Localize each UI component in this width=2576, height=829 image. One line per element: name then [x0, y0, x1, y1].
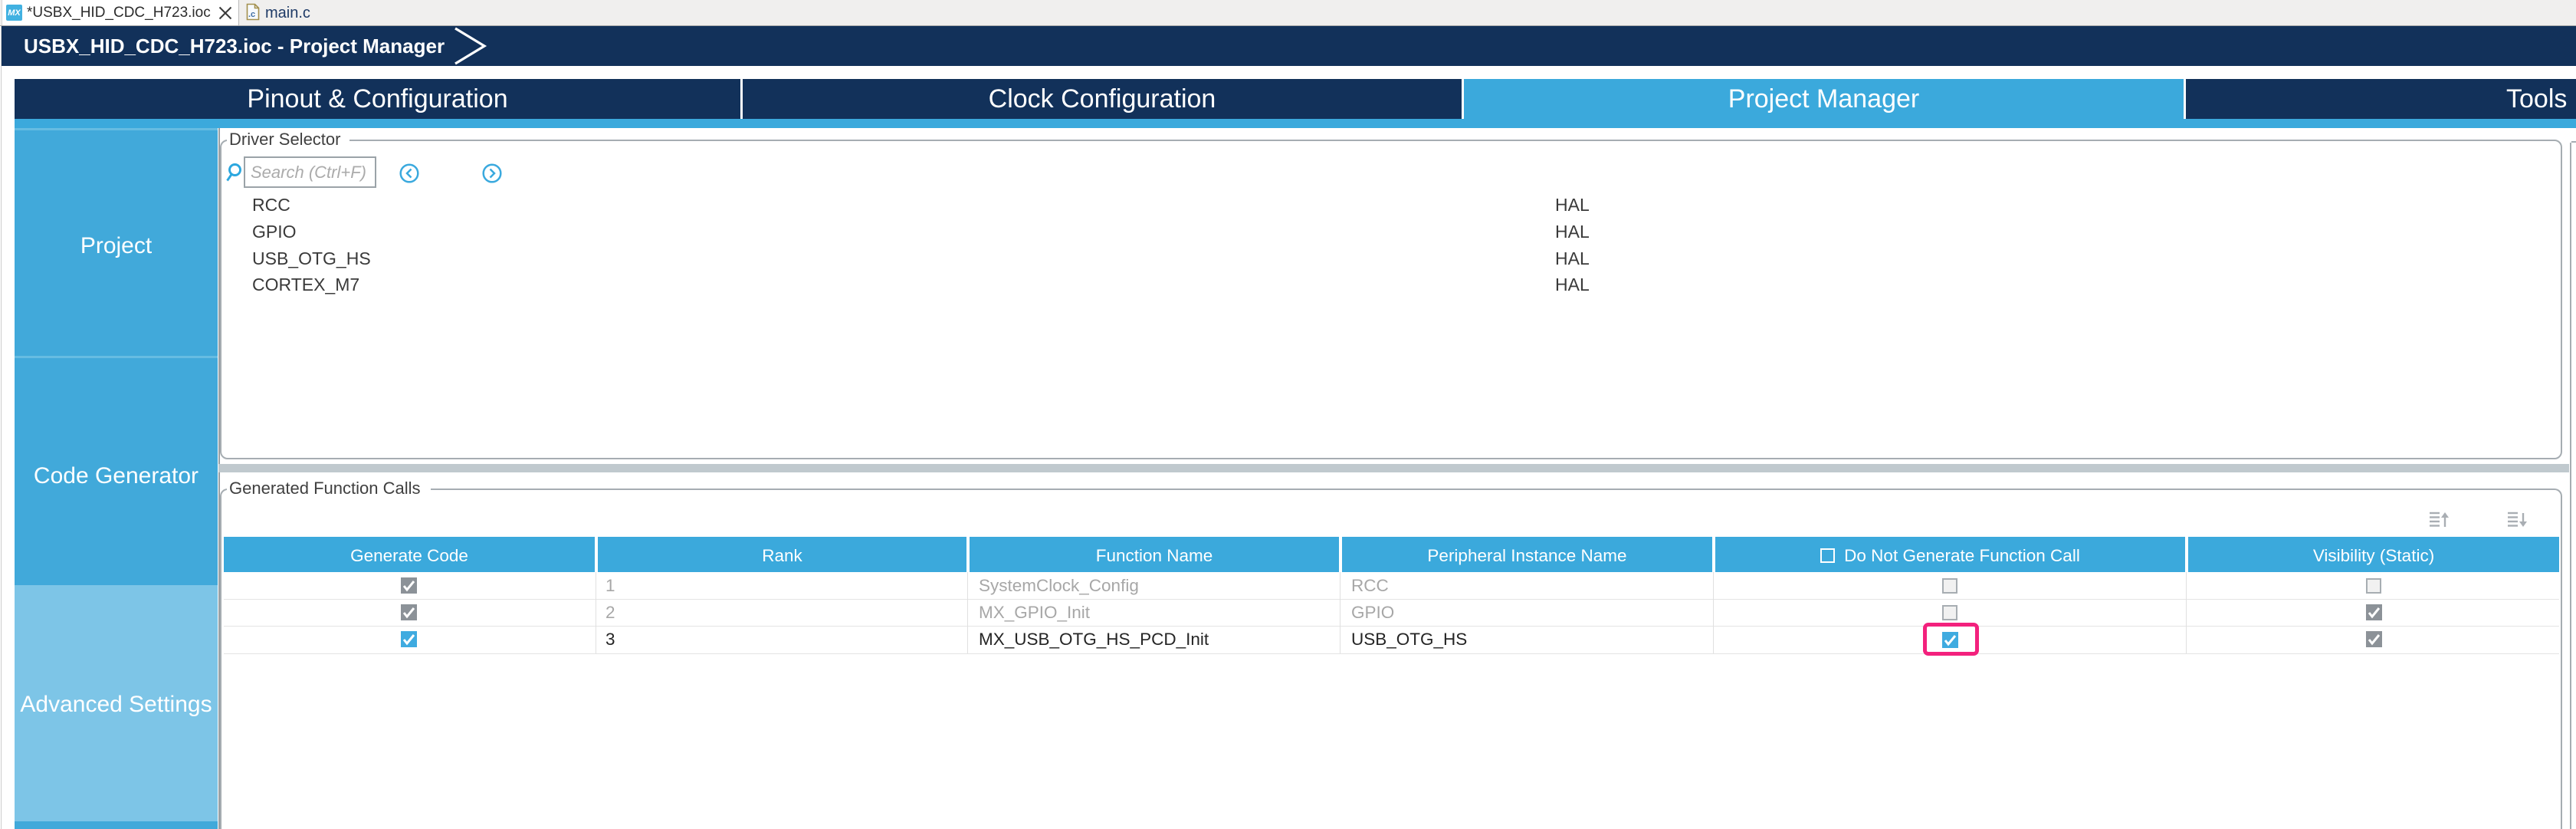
svg-text:.c: .c: [248, 10, 255, 19]
